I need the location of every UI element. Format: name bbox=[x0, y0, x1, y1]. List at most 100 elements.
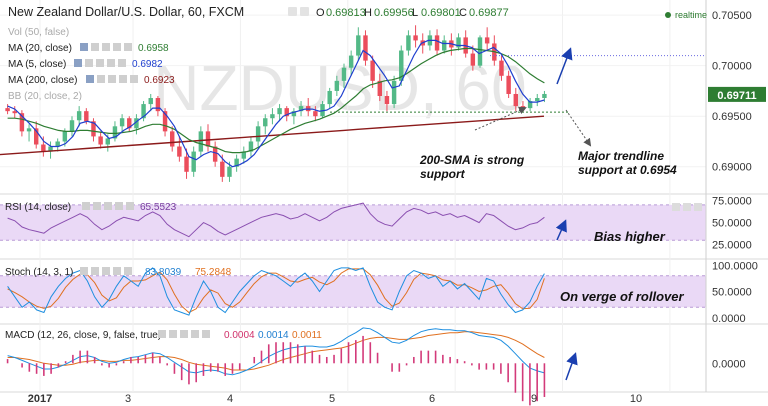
candle-body bbox=[406, 35, 411, 51]
candle-body bbox=[48, 146, 53, 152]
ohlc-high-label: H bbox=[364, 7, 372, 19]
ohlc-close-value: 0.69877 bbox=[469, 7, 509, 19]
settings-icon[interactable] bbox=[288, 7, 297, 16]
eye-icon[interactable] bbox=[300, 7, 309, 16]
ma20-legend: MA (20, close) bbox=[8, 43, 72, 54]
candle-body bbox=[198, 131, 204, 152]
ma200-legend: MA (200, close) bbox=[8, 75, 77, 86]
trendline-annotation-arrow bbox=[565, 109, 592, 147]
candle-body bbox=[76, 111, 82, 121]
macd-histogram bbox=[6, 335, 546, 406]
stoch-d-value: 75.2848 bbox=[195, 267, 232, 278]
candle-body bbox=[220, 161, 225, 177]
rsi-tick-label: 25.0000 bbox=[712, 240, 752, 252]
ma200-legend-buttons[interactable] bbox=[86, 75, 138, 83]
macd-legend-buttons[interactable] bbox=[158, 330, 210, 338]
stoch-tick-label: 0.0000 bbox=[712, 313, 746, 325]
chart-title: New Zealand Dollar/U.S. Dollar, 60, FXCM bbox=[8, 5, 244, 19]
candle-body bbox=[98, 136, 103, 145]
candle-body bbox=[26, 128, 32, 132]
stoch-tick-label: 50.0000 bbox=[712, 287, 752, 299]
candle-body bbox=[255, 126, 261, 142]
ohlc-open-label: O bbox=[316, 7, 325, 19]
trendline-annotation-line1: Major trendline bbox=[578, 149, 664, 163]
date-tick-label: 5 bbox=[329, 393, 335, 405]
candle-body bbox=[456, 37, 461, 48]
price-tick-label: 0.70500 bbox=[712, 10, 752, 22]
candle-body bbox=[33, 128, 39, 145]
candle-body bbox=[377, 80, 383, 96]
candle-body bbox=[155, 98, 161, 112]
date-tick-label: 10 bbox=[630, 393, 642, 405]
ma5-legend-buttons[interactable] bbox=[74, 59, 126, 67]
candle-body bbox=[484, 37, 490, 44]
stoch-legend: Stoch (14, 3, 1) 83.8039 75.2848 bbox=[5, 267, 232, 278]
realtime-dot-icon bbox=[665, 12, 671, 18]
date-tick-label: 2017 bbox=[28, 393, 52, 405]
candle-body bbox=[205, 131, 211, 147]
candle-body bbox=[5, 108, 10, 112]
rsi-legend-label: RSI (14, close) bbox=[5, 202, 71, 213]
date-tick-label: 4 bbox=[227, 393, 233, 405]
candle-body bbox=[212, 146, 218, 162]
sma-annotation-line2: support bbox=[420, 167, 466, 181]
candle-body bbox=[313, 111, 318, 117]
candle-body bbox=[19, 113, 25, 132]
ma20-legend-buttons[interactable] bbox=[80, 43, 132, 51]
stoch-legend-label: Stoch (14, 3, 1) bbox=[5, 267, 73, 278]
candle-body bbox=[513, 93, 519, 107]
ohlc-high-value: 0.69956 bbox=[374, 7, 414, 19]
rsi-annotation: Bias higher bbox=[594, 229, 666, 244]
ma5-legend: MA (5, close) bbox=[8, 59, 66, 70]
candlesticks bbox=[5, 25, 547, 182]
candle-body bbox=[184, 156, 189, 172]
ohlc-low-label: L bbox=[412, 7, 418, 19]
trendline-annotation-line2: support at 0.6954 bbox=[578, 163, 677, 177]
header: New Zealand Dollar/U.S. Dollar, 60, FXCM… bbox=[8, 5, 707, 102]
candle-body bbox=[119, 118, 125, 127]
stoch-legend-buttons[interactable] bbox=[80, 267, 132, 275]
macd-legend: MACD (12, 26, close, 9, false, true) 0.0… bbox=[5, 330, 322, 341]
candle-body bbox=[241, 151, 247, 159]
candle-body bbox=[506, 75, 511, 94]
candle-body bbox=[105, 138, 111, 145]
price-tick-label: 0.69000 bbox=[712, 162, 752, 174]
price-tick-label: 0.70000 bbox=[712, 61, 752, 73]
candle-body bbox=[55, 141, 60, 147]
rsi-legend-buttons[interactable] bbox=[82, 202, 134, 210]
candle-body bbox=[169, 131, 175, 147]
ma5-value: 0.6982 bbox=[132, 59, 163, 70]
ma5-line bbox=[7, 39, 545, 168]
candle-body bbox=[91, 121, 96, 137]
date-tick-label: 3 bbox=[125, 393, 131, 405]
macd-up-arrow bbox=[565, 352, 578, 381]
candle-body bbox=[277, 108, 282, 115]
candle-body bbox=[399, 50, 404, 81]
candle-body bbox=[334, 80, 340, 91]
candle-body bbox=[499, 60, 504, 76]
candle-body bbox=[384, 96, 390, 105]
realtime-label: realtime bbox=[675, 10, 707, 20]
candle-body bbox=[363, 35, 368, 61]
candle-body bbox=[127, 118, 132, 129]
candle-body bbox=[327, 90, 332, 105]
rsi-up-arrow bbox=[555, 219, 567, 241]
candle-body bbox=[248, 141, 254, 152]
sma-annotation-line1: 200-SMA is strong bbox=[419, 153, 525, 167]
last-price-badge bbox=[708, 86, 766, 102]
candle-body bbox=[177, 146, 182, 157]
rsi-pane-buttons[interactable] bbox=[672, 203, 702, 211]
macd-line-value: 0.0014 bbox=[258, 330, 289, 341]
price-axis-labels: 2017 3 4 5 6 9 10 0.70500 0.70000 0.69500 0.69000 0… bbox=[28, 10, 766, 405]
candle-body bbox=[434, 35, 440, 51]
candle-body bbox=[370, 60, 375, 81]
stoch-d-line bbox=[7, 268, 545, 314]
candle-body bbox=[542, 93, 547, 99]
candle-body bbox=[112, 126, 118, 139]
ohlc-open-value: 0.69813 bbox=[326, 7, 366, 19]
stoch-band bbox=[0, 275, 706, 308]
ma200-line bbox=[0, 115, 545, 156]
ma20-line bbox=[7, 47, 545, 154]
macd-hist-value: 0.0004 bbox=[224, 330, 255, 341]
